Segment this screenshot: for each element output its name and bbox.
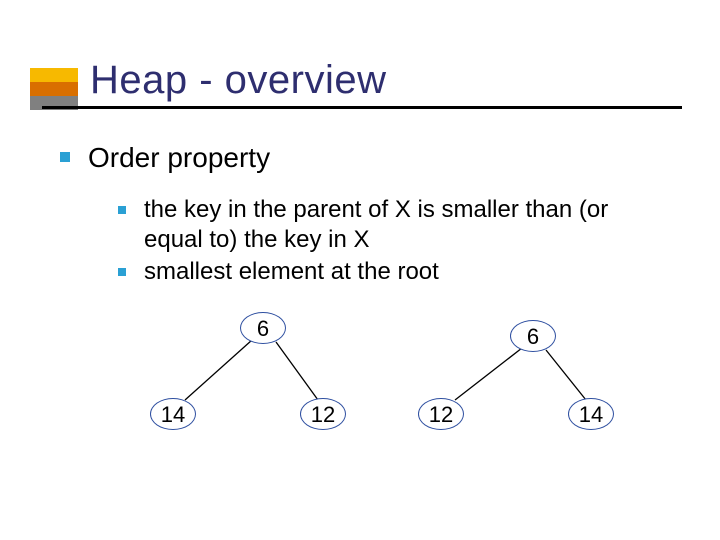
slide: Heap - overview Order property the key i…	[0, 0, 720, 540]
bullet-lvl2-text: the key in the parent of X is smaller th…	[144, 195, 634, 255]
title-underline	[42, 106, 682, 109]
tree-edge	[546, 350, 586, 400]
tree-node-root: 6	[510, 320, 556, 352]
tree-node-left: 14	[150, 398, 196, 430]
bullet-icon	[118, 206, 126, 214]
bullet-icon	[118, 268, 126, 276]
accent-bar-orange	[30, 82, 78, 96]
bullet-icon	[60, 152, 70, 162]
tree-node-root: 6	[240, 312, 286, 344]
tree-edge	[455, 348, 522, 400]
tree-node-left: 12	[418, 398, 464, 430]
tree-node-right: 12	[300, 398, 346, 430]
tree-edge	[185, 340, 252, 400]
bullet-lvl1-text: Order property	[88, 140, 270, 175]
accent-bar-yellow	[30, 68, 78, 82]
tree-node-right: 14	[568, 398, 614, 430]
bullet-lvl2-text: smallest element at the root	[144, 257, 634, 287]
slide-title: Heap - overview	[90, 58, 387, 103]
tree-edge	[276, 342, 318, 400]
